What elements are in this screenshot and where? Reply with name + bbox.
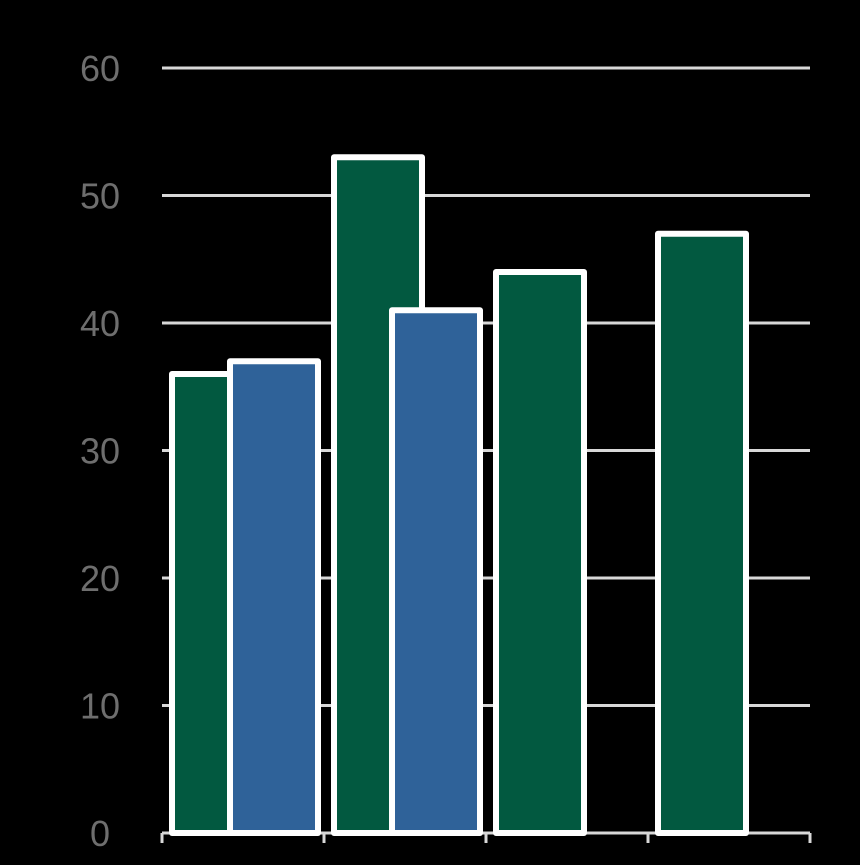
y-tick-label-20: 20 — [80, 558, 120, 599]
y-tick-label-40: 40 — [80, 303, 120, 344]
y-tick-label-0: 0 — [90, 813, 110, 854]
bars — [169, 154, 749, 836]
bar-series1-cat4 — [655, 230, 749, 836]
y-tick-label-10: 10 — [80, 686, 120, 727]
y-tick-label-50: 50 — [80, 176, 120, 217]
y-tick-labels: 0 10 20 30 40 50 60 — [80, 48, 120, 854]
bar-series1-cat3 — [493, 269, 587, 836]
bar-series2-cat1 — [227, 358, 321, 836]
y-tick-label-60: 60 — [80, 48, 120, 89]
bar-series2-cat2 — [389, 307, 483, 836]
y-tick-label-30: 30 — [80, 431, 120, 472]
